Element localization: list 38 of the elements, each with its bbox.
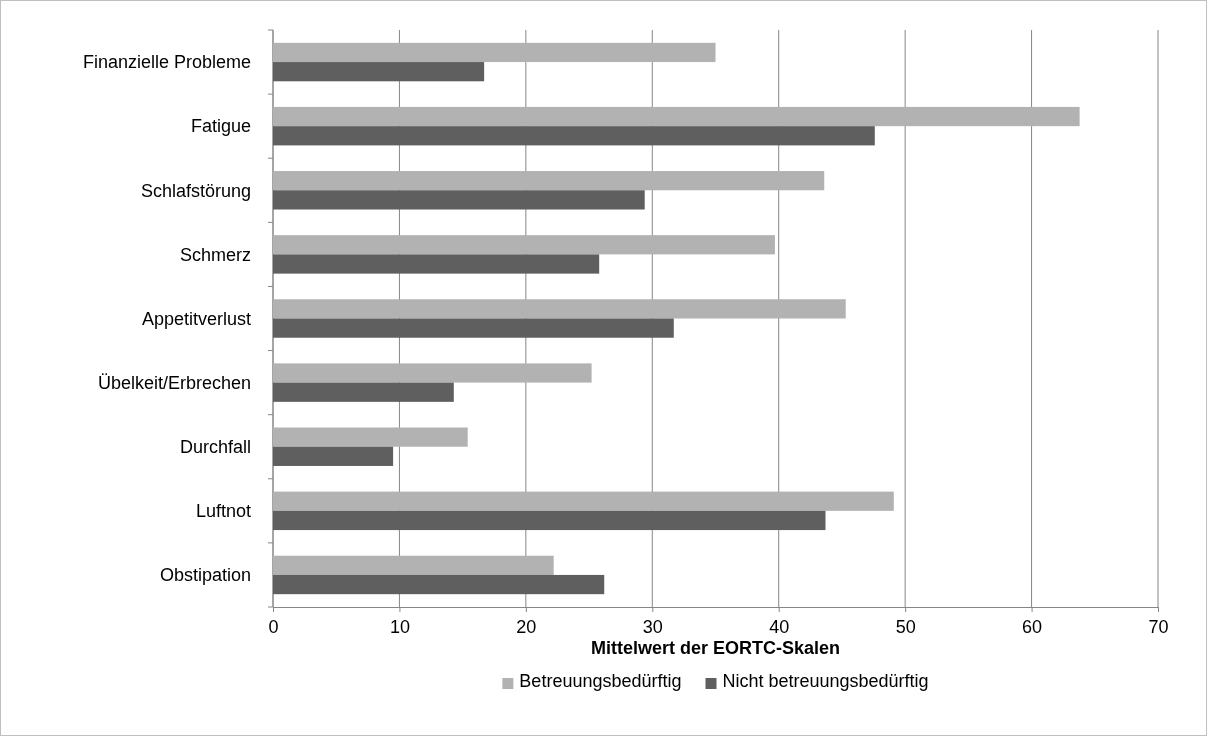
x-tick-label: 20 (516, 616, 537, 637)
x-tick-label: 40 (769, 616, 790, 637)
bar (273, 318, 674, 338)
x-tick-label: 70 (1148, 616, 1169, 637)
bar (273, 126, 875, 146)
bar (273, 299, 846, 319)
bar (273, 106, 1080, 127)
bar (273, 491, 894, 511)
y-tick-label: Schmerz (179, 244, 251, 265)
bar (273, 427, 468, 447)
bar (273, 171, 825, 191)
x-tick-label: 60 (1022, 616, 1043, 637)
bar (273, 510, 826, 531)
legend-label: Betreuungsbedürftig (519, 671, 682, 691)
bar (273, 555, 554, 575)
y-tick-label: Durchfall (179, 437, 251, 458)
bar (273, 190, 645, 210)
y-tick-label: Obstipation (159, 565, 251, 586)
bar (273, 574, 605, 595)
x-axis-title: Mittelwert der EORTC-Skalen (590, 638, 841, 658)
bar (273, 235, 775, 255)
y-tick-label: Luftnot (195, 501, 251, 522)
y-tick-label: Fatigue (190, 116, 251, 137)
y-tick-label: Appetitverlust (141, 308, 251, 329)
x-tick-label: 30 (642, 616, 663, 637)
y-tick-label: Finanzielle Probleme (82, 52, 251, 73)
y-tick-label: Schlafstörung (140, 180, 251, 201)
y-tick-label: Übelkeit/Erbrechen (97, 372, 251, 393)
bar (273, 363, 592, 383)
legend-label: Nicht betreuungsbedürftig (722, 671, 929, 691)
x-tick-label: 0 (268, 616, 279, 637)
x-tick-label: 10 (389, 616, 410, 637)
x-tick-label: 50 (895, 616, 916, 637)
bar (273, 254, 600, 274)
bar (273, 62, 485, 82)
bar (273, 42, 716, 63)
bar (273, 382, 454, 402)
bar (273, 446, 394, 466)
